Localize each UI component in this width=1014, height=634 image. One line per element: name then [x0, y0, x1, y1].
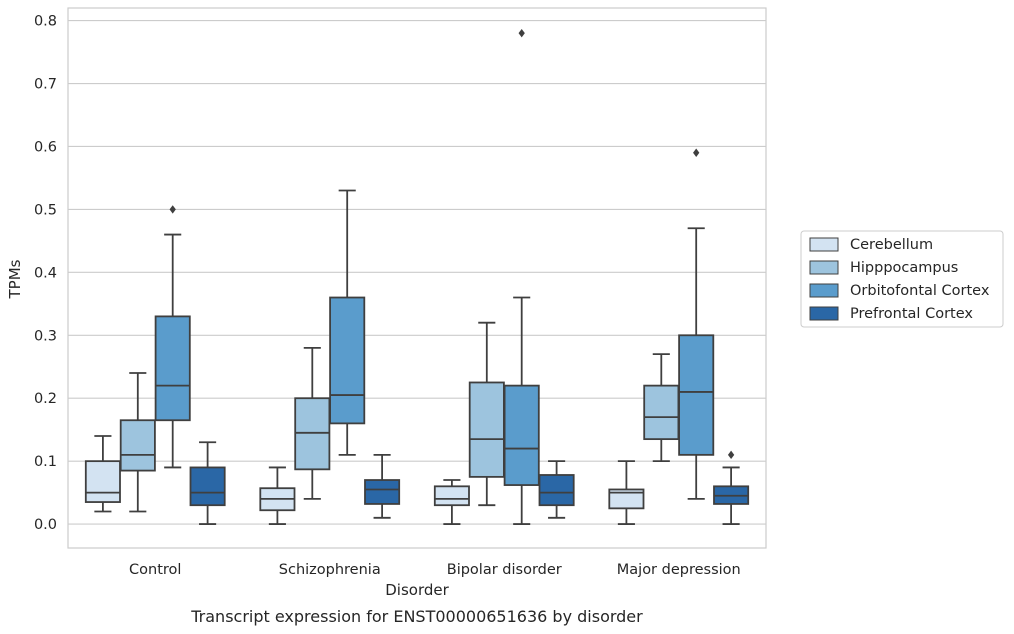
- box-iqr: [678, 334, 715, 456]
- box-prefrontal-cortex: [364, 453, 401, 519]
- box-plot-series: [84, 28, 750, 525]
- box-iqr: [364, 479, 401, 505]
- box-cerebellum: [433, 479, 470, 525]
- legend-label: Cerebellum: [850, 237, 933, 253]
- legend-label: Orbitofontal Cortex: [850, 283, 990, 299]
- legend-frame: [800, 230, 1004, 328]
- box-iqr: [468, 381, 505, 478]
- box-iqr: [84, 460, 121, 503]
- box-cerebellum: [608, 460, 645, 525]
- x-tick-label: Schizophrenia: [279, 562, 381, 578]
- box-iqr: [119, 419, 156, 472]
- x-tick-label: Control: [129, 562, 181, 578]
- box-hipppocampus: [643, 353, 680, 463]
- plot-frame: [67, 7, 767, 549]
- legend-swatch: [809, 237, 839, 252]
- y-tick-label: 0.3: [34, 328, 57, 344]
- box-prefrontal-cortex: [713, 450, 750, 525]
- legend-swatch: [809, 283, 839, 298]
- y-tick-label: 0.5: [34, 202, 57, 218]
- y-tick-label: 0.4: [34, 265, 57, 281]
- y-tick-label: 0.7: [34, 77, 57, 93]
- chart-caption: Transcript expression for ENST0000065163…: [190, 607, 643, 626]
- legend-swatch: [809, 306, 839, 321]
- box-prefrontal-cortex: [538, 460, 575, 519]
- box-iqr: [608, 488, 645, 510]
- y-tick-label: 0.0: [34, 517, 57, 533]
- box-orbitofontal-cortex: [329, 189, 366, 456]
- box-iqr: [154, 315, 191, 422]
- box-iqr: [189, 466, 226, 507]
- legend: Cerebellum Hipppocampus Orbitofontal Corte…: [800, 230, 1004, 328]
- x-tick-label: Major depression: [617, 562, 741, 578]
- box-iqr: [294, 397, 331, 471]
- outlier-point: [169, 205, 176, 214]
- y-tick-label: 0.1: [34, 454, 57, 470]
- box-orbitofontal-cortex: [678, 148, 715, 500]
- legend-label: Prefrontal Cortex: [850, 306, 973, 322]
- legend-swatch: [809, 260, 839, 275]
- x-axis-ticks: Control Schizophrenia Bipolar disorder Majo…: [129, 562, 741, 578]
- box-iqr: [433, 485, 470, 507]
- box-iqr: [538, 474, 575, 507]
- box-cerebellum: [259, 466, 296, 525]
- box-hipppocampus: [294, 346, 331, 500]
- box-hipppocampus: [468, 321, 505, 507]
- y-tick-label: 0.2: [34, 391, 57, 407]
- x-tick-label: Bipolar disorder: [447, 562, 562, 578]
- box-hipppocampus: [119, 372, 156, 513]
- legend-label: Hipppocampus: [850, 260, 958, 276]
- outlier-point: [727, 450, 735, 460]
- box-orbitofontal-cortex: [154, 205, 191, 469]
- box-iqr: [643, 384, 680, 441]
- box-orbitofontal-cortex: [503, 28, 540, 525]
- x-axis-label: Disorder: [385, 581, 449, 599]
- box-iqr: [503, 384, 540, 486]
- box-prefrontal-cortex: [189, 441, 226, 525]
- box-iqr: [329, 296, 366, 425]
- y-tick-label: 0.8: [34, 14, 57, 30]
- outlier-point: [518, 28, 525, 38]
- y-tick-label: 0.6: [34, 139, 57, 155]
- y-axis-label: TPMs: [6, 259, 24, 299]
- y-axis-ticks: 0.0 0.1 0.2 0.3 0.4 0.5 0.6 0.7 0.8: [34, 14, 57, 533]
- box-cerebellum: [84, 435, 121, 513]
- outlier-point: [693, 148, 700, 157]
